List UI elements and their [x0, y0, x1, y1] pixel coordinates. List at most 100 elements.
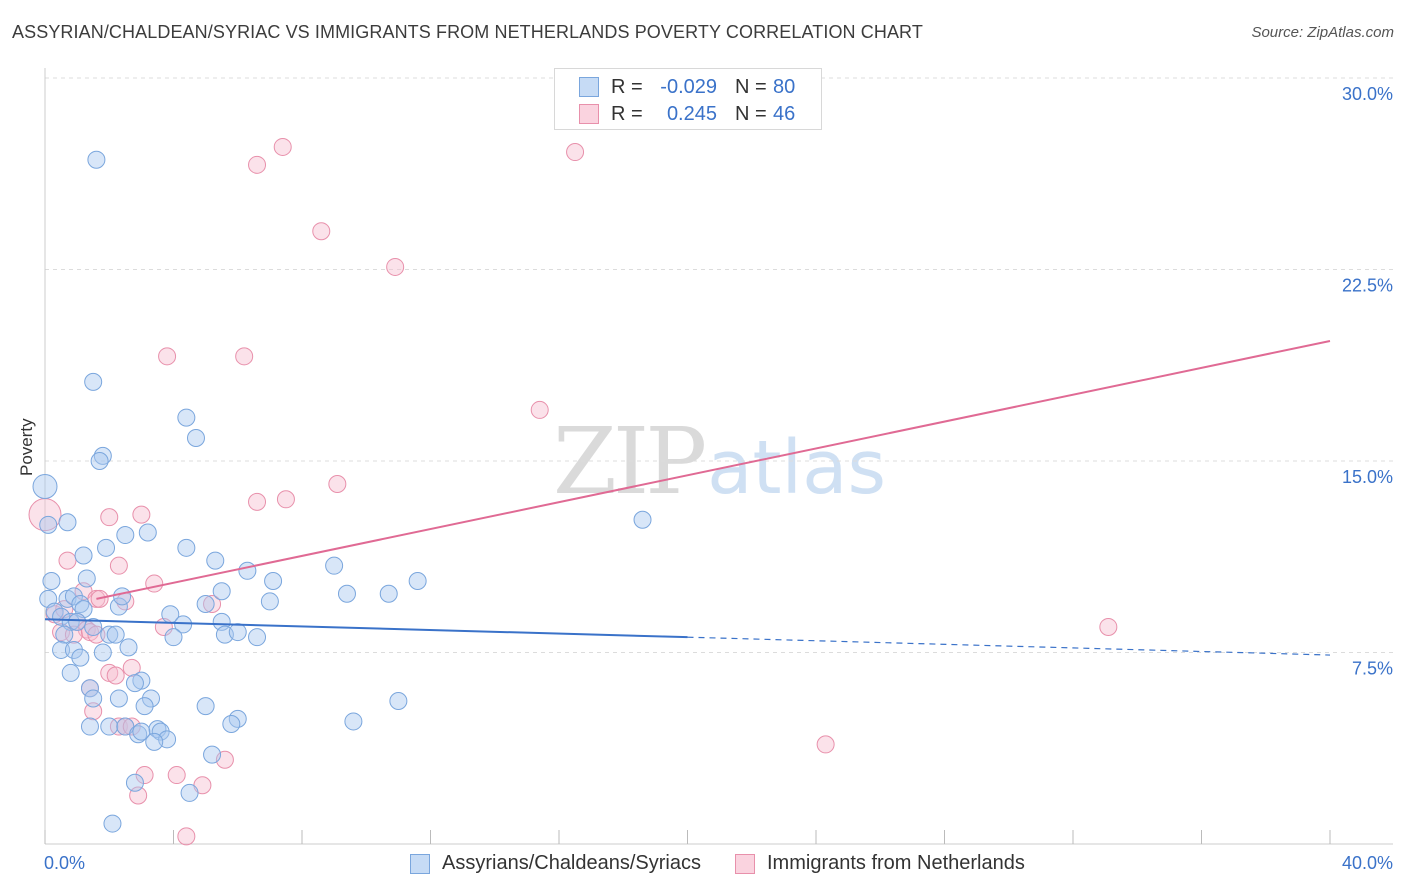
assyrian-point [64, 587, 83, 606]
assyrian-point [116, 526, 135, 545]
netherlands-point [235, 347, 254, 366]
legend-row-netherlands: R = 0.245 N = 46 [579, 101, 795, 127]
assyrian-point [196, 594, 215, 613]
bottom-legend-assyrians: Assyrians/Chaldeans/Syriacs [410, 852, 701, 875]
netherlands-point [58, 551, 77, 570]
assyrian-point [264, 572, 283, 591]
netherlands-point [109, 556, 128, 575]
assyrian-point [93, 446, 112, 465]
netherlands-point [100, 508, 119, 527]
legend-r-label: R = [611, 102, 643, 125]
assyrian-point [186, 429, 205, 448]
legend-n-value: 46 [773, 102, 796, 125]
netherlands-point [122, 658, 141, 677]
assyrian-point [84, 372, 103, 391]
legend-n-label: N = [735, 75, 767, 98]
bottom-legend-netherlands: Immigrants from Netherlands [735, 852, 1025, 875]
x-tick-label-max: 40.0% [1342, 853, 1393, 873]
assyrian-point [142, 689, 161, 708]
assyrian-trendline [44, 618, 688, 639]
netherlands-point [312, 222, 331, 241]
bottom-legend-label-assyrians: Assyrians/Chaldeans/Syriacs [442, 852, 701, 874]
correlation-legend: R = -0.029 N = 80 R = 0.245 N = 46 [554, 68, 822, 130]
y-tick-label: 30.0% [1342, 84, 1393, 104]
netherlands-point [109, 717, 128, 736]
assyrian-point [337, 584, 356, 603]
netherlands-point [145, 574, 164, 593]
legend-r-value: 0.245 [666, 102, 717, 125]
assyrian-point [84, 617, 103, 636]
assyrian-point [177, 408, 196, 427]
assyrian-point [119, 638, 138, 657]
assyrian-point [64, 640, 83, 659]
chart-title: ASSYRIAN/CHALDEAN/SYRIAC VS IMMIGRANTS F… [12, 22, 923, 42]
x-tick-label-min: 0.0% [44, 853, 85, 873]
assyrian-point [68, 612, 87, 631]
bottom-legend-swatch-blue [410, 853, 430, 874]
y-tick-label: 15.0% [1342, 467, 1393, 487]
netherlands-point [530, 400, 549, 419]
assyrian-point [177, 538, 196, 557]
source-credit: Source: ZipAtlas.com [1251, 24, 1394, 41]
legend-n-value: 80 [773, 75, 796, 98]
assyrian-point [203, 745, 222, 764]
assyrian-point [77, 569, 96, 588]
assyrian-point [58, 513, 77, 532]
assyrian-point [52, 607, 71, 626]
assyrian-point [135, 697, 154, 716]
legend-row-assyrians: R = -0.029 N = 80 [579, 74, 795, 100]
assyrian-point [55, 625, 74, 644]
assyrian-point [238, 561, 257, 580]
assyrian-point [80, 679, 99, 698]
assyrian-point [106, 625, 125, 644]
assyrian-point [39, 515, 58, 534]
assyrian-point [212, 582, 231, 601]
assyrian-point [103, 814, 122, 833]
netherlands-point [158, 347, 177, 366]
assyrian-point [389, 692, 408, 711]
netherlands-point [132, 505, 151, 524]
assyrian-point [145, 732, 164, 751]
netherlands-point [203, 594, 222, 613]
assyrian-point [74, 546, 93, 565]
netherlands-point [122, 717, 141, 736]
assyrian-point [32, 474, 58, 500]
netherlands-point [248, 492, 267, 511]
netherlands-point [248, 155, 267, 174]
assyrian-point [90, 452, 109, 470]
netherlands-trendline [96, 340, 1331, 600]
assyrian-point [109, 689, 128, 708]
assyrian-point [228, 623, 247, 642]
bottom-legend-label-netherlands: Immigrants from Netherlands [767, 852, 1025, 874]
netherlands-point [273, 137, 292, 156]
netherlands-point [167, 766, 186, 785]
legend-n-label: N = [735, 102, 767, 125]
netherlands-point [566, 143, 585, 162]
assyrian-point [180, 783, 199, 802]
assyrian-point [71, 594, 90, 613]
assyrian-point [109, 597, 128, 616]
bottom-legend-swatch-pink [735, 853, 755, 874]
assyrian-point [222, 714, 241, 733]
assyrian-point [42, 572, 61, 591]
netherlands-point [177, 827, 196, 846]
netherlands-point [1099, 617, 1118, 636]
assyrian-point [633, 510, 652, 529]
netherlands-point [84, 702, 103, 721]
assyrian-trendline-extrapolated [687, 636, 1331, 656]
assyrian-point [113, 587, 132, 606]
assyrian-point [87, 150, 106, 169]
assyrian-point [206, 551, 225, 570]
assyrian-point [248, 628, 267, 647]
netherlands-point [106, 666, 125, 685]
legend-swatch-pink [579, 104, 599, 124]
assyrian-point [100, 625, 119, 644]
assyrian-point [97, 538, 116, 557]
netherlands-point [328, 474, 347, 493]
assyrian-point [52, 640, 71, 659]
netherlands-point [386, 257, 405, 276]
assyrian-point [344, 712, 363, 731]
assyrian-point [71, 648, 90, 667]
y-tick-label: 7.5% [1352, 659, 1393, 679]
